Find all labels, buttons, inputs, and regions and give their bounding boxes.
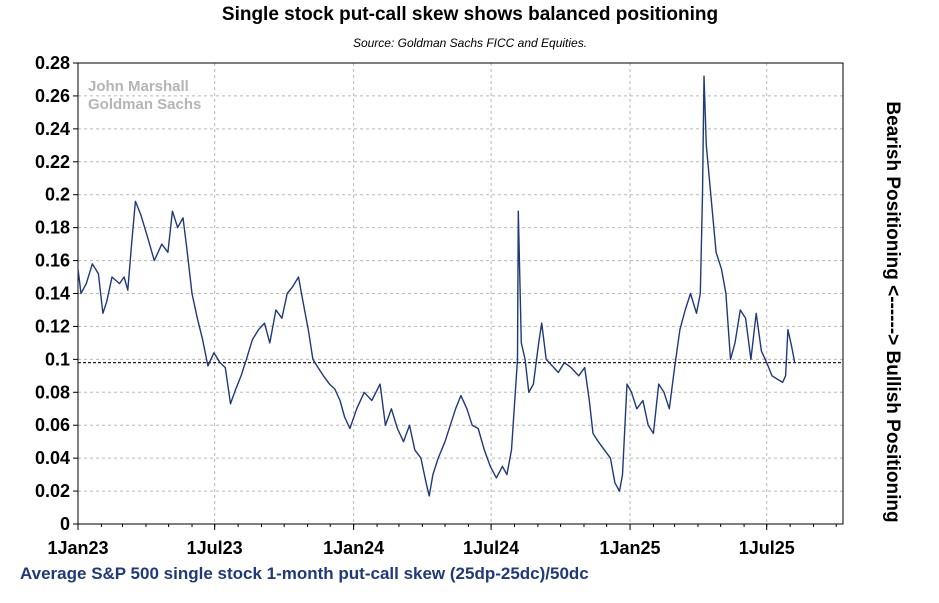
y-tick-label: 0.16 [35,251,70,271]
y-tick-label: 0.12 [35,316,70,336]
x-tick-label: 1Jan23 [47,538,108,558]
watermark-line-2: Goldman Sachs [88,96,202,113]
y-tick-label: 0.1 [45,349,70,369]
y-tick-label: 0.06 [35,415,70,435]
x-tick-label: 1Jul23 [187,538,243,558]
y-tick-label: 0.04 [35,448,70,468]
positioning-axis-text: Bearish Positioning <------> Bullish Pos… [882,101,903,523]
y-tick-label: 0.28 [35,53,70,73]
y-tick-label: 0.14 [35,284,70,304]
plot-frame [77,62,844,525]
chart-source: Source: Goldman Sachs FICC and Equities. [352,36,588,50]
watermark-line-1: John Marshall [88,78,189,95]
x-tick-label: 1Jan24 [323,538,384,558]
x-axis-caption: Average S&P 500 single stock 1-month put… [20,564,589,583]
y-tick-label: 0.02 [35,481,70,501]
x-tick-label: 1Jan25 [600,538,661,558]
y-tick-label: 0.22 [35,152,70,172]
skew-series-line [77,75,796,497]
y-tick-label: 0.2 [45,185,70,205]
chart-title: Single stock put-call skew shows balance… [221,4,719,25]
x-tick-label: 1Jul25 [739,538,795,558]
y-tick-label: 0.24 [35,119,70,139]
x-tick-label: 1Jul24 [463,538,519,558]
positioning-axis-label: Bearish Positioning <------> Bullish Pos… [872,70,912,555]
y-tick-label: 0 [60,514,70,534]
y-tick-label: 0.26 [35,86,70,106]
y-tick-label: 0.08 [35,382,70,402]
y-tick-label: 0.18 [35,218,70,238]
